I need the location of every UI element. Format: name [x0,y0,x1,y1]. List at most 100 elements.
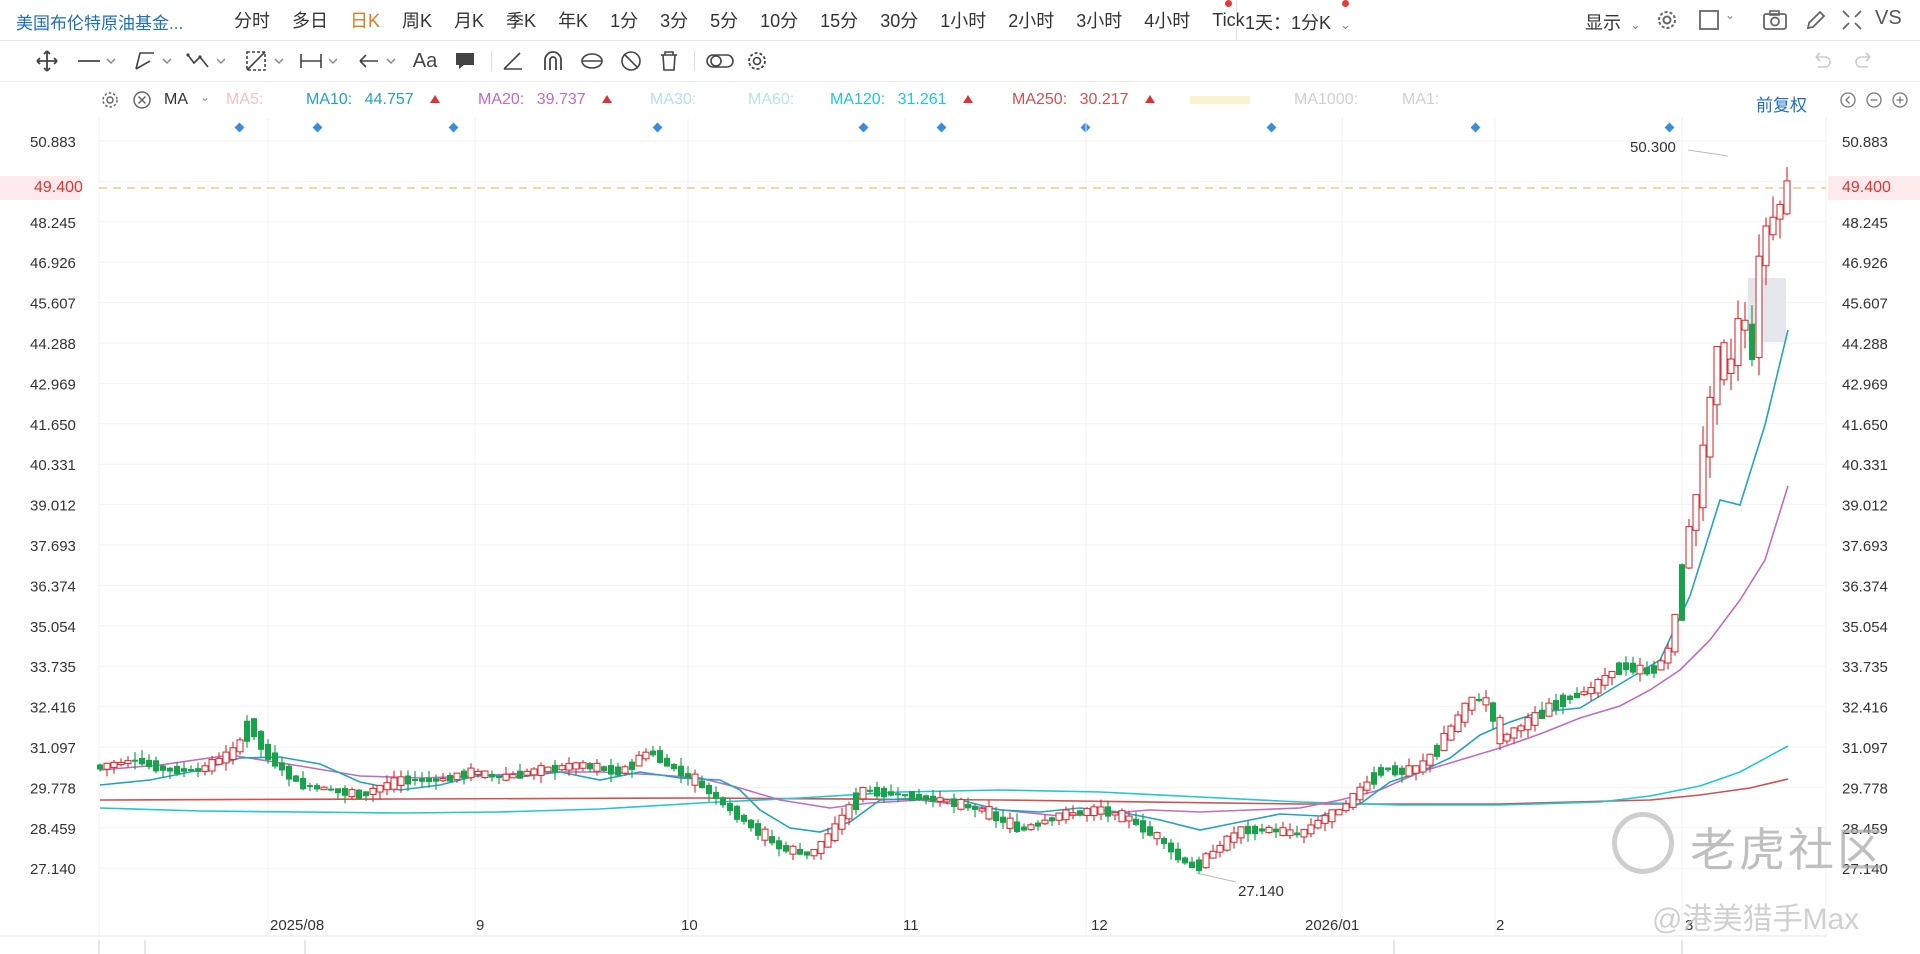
candle [1447,724,1455,742]
hide-icon[interactable] [618,49,644,73]
y-tick-label: 33.735 [30,659,76,676]
display-menu[interactable]: 显示 ⌄ [1585,9,1641,35]
drawing-toolbar: Aa [0,41,1920,82]
candle [1734,300,1742,382]
tab-week-k[interactable]: 周K [402,11,433,31]
camera-icon[interactable] [1762,8,1788,32]
candle [965,797,971,812]
tab-30min[interactable]: 30分 [880,11,919,31]
measure-icon[interactable] [298,49,342,73]
tab-quarter-k[interactable]: 季K [506,11,537,31]
tab-4hour[interactable]: 4小时 [1144,11,1191,31]
y-tick-label: 45.607 [1842,296,1888,313]
redo-icon[interactable] [1852,49,1878,73]
tab-day-k[interactable]: 日K [350,11,381,31]
arrow-left-icon[interactable] [356,49,400,73]
candle [678,757,684,784]
divider [1236,0,1237,40]
line-tool-icon[interactable] [76,49,120,73]
candles-group [97,167,1791,875]
candle [1692,494,1700,547]
candle [537,762,545,784]
tab-2hour[interactable]: 2小时 [1008,11,1055,31]
candle [621,764,629,776]
x-label: 10 [681,917,698,934]
symbol-name[interactable]: 美国布伦特原油基金... [16,14,184,33]
y-tick-label: 44.288 [30,336,76,353]
layout-square-icon[interactable] [1697,8,1721,32]
tab-15min[interactable]: 15分 [820,11,859,31]
fibonacci-icon[interactable] [244,49,288,73]
tab-5min[interactable]: 5分 [710,11,739,31]
chevron-down-icon[interactable]: ⌄ [200,90,211,104]
candle [1182,856,1188,865]
candle [1545,697,1553,717]
tab-10min[interactable]: 10分 [760,11,799,31]
tab-year-k[interactable]: 年K [558,11,589,31]
chevron-down-icon[interactable]: ⌄ [1725,8,1736,22]
text-tool[interactable]: Aa [412,50,438,72]
candle [153,756,159,774]
angle-icon[interactable] [500,49,526,73]
indicator-settings-icon[interactable] [100,90,120,110]
wave-tool-icon[interactable] [186,49,230,73]
candle [335,788,341,800]
y-tick-label: 41.650 [30,417,76,434]
divider [491,51,492,71]
tab-fenshi[interactable]: 分时 [234,11,270,31]
tab-3min[interactable]: 3分 [660,11,689,31]
candle [1077,809,1083,817]
vs-compare-button[interactable]: VS [1875,7,1902,29]
candle [293,774,299,782]
candle [265,739,271,764]
settings-gear-icon[interactable] [1655,8,1679,32]
ma60-name: MA60: [748,91,795,108]
tab-1min[interactable]: 1分 [610,11,639,31]
adjust-mode[interactable]: 前复权 [1756,96,1807,115]
chevron-left-icon[interactable] [1840,92,1856,108]
pencil-icon[interactable] [1804,8,1828,32]
tab-month-k[interactable]: 月K [454,11,485,31]
candle [789,844,797,861]
candle [489,770,495,782]
candle [888,784,894,797]
candle [509,771,517,779]
fullscreen-icon[interactable] [1840,8,1864,32]
ma250-line [99,778,1789,805]
candle [369,784,377,802]
compare-period-select[interactable]: 1天：1分K ⌄ [1245,9,1351,35]
zoom-in-icon[interactable] [1892,92,1908,108]
candle [1699,426,1707,521]
indicator-name: MA [164,91,188,108]
undo-icon[interactable] [1808,49,1834,73]
candle [1147,820,1153,837]
magnet-icon[interactable] [540,49,566,73]
candle [916,789,922,801]
candlestick-chart[interactable]: 50.300 27.140 2025/08 9 10 11 12 2026/01… [0,118,1920,954]
zoom-out-icon[interactable] [1866,92,1882,108]
tab-tick[interactable]: Tick [1212,9,1245,30]
close-icon[interactable] [132,90,152,110]
candle [1623,656,1629,676]
candle [1041,814,1049,826]
candle [1111,811,1119,821]
trend-channel-icon[interactable] [132,49,176,73]
candle [1161,836,1167,850]
candle [1769,196,1777,241]
trash-icon[interactable] [656,49,682,73]
candle [320,785,328,791]
lock-eye-icon[interactable] [579,49,605,73]
ma120-name: MA120: [830,91,886,108]
compare-toggle-icon[interactable] [704,49,736,73]
ma-legend-bar: MA ⌄ MA5: MA10: 44.757 MA20: 39.737 MA30… [0,82,1920,118]
y-tick-label: 46.926 [30,255,76,272]
settings-icon[interactable] [744,49,770,73]
comment-icon[interactable] [452,49,478,73]
tab-1hour[interactable]: 1小时 [940,11,987,31]
move-icon[interactable] [34,49,60,73]
tab-multi-day[interactable]: 多日 [292,11,328,31]
candle [530,767,538,780]
candle [810,849,818,860]
candle [804,851,810,860]
tab-3hour[interactable]: 3小时 [1076,11,1123,31]
